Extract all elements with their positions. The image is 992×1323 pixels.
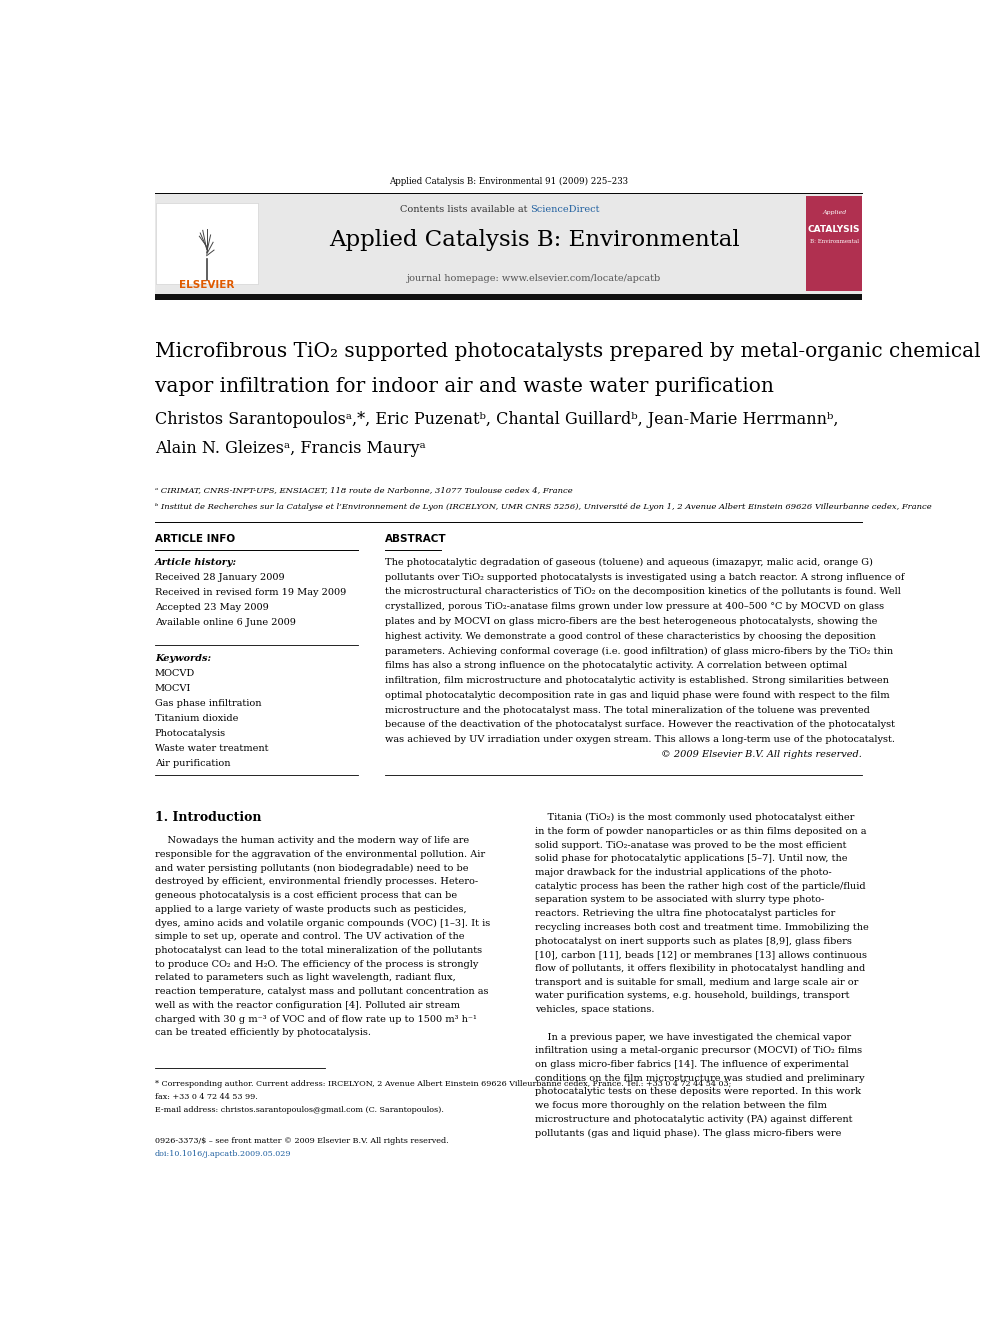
Text: catalytic process has been the rather high cost of the particle/fluid: catalytic process has been the rather hi… <box>536 881 866 890</box>
Text: responsible for the aggravation of the environmental pollution. Air: responsible for the aggravation of the e… <box>155 851 485 859</box>
Text: Christos Sarantopoulosᵃ,*, Eric Puzenatᵇ, Chantal Guillardᵇ, Jean-Marie Herrmann: Christos Sarantopoulosᵃ,*, Eric Puzenatᵇ… <box>155 410 838 427</box>
Text: geneous photocatalysis is a cost efficient process that can be: geneous photocatalysis is a cost efficie… <box>155 892 457 900</box>
Text: Received 28 January 2009: Received 28 January 2009 <box>155 573 285 582</box>
Text: Titanium dioxide: Titanium dioxide <box>155 714 238 724</box>
Text: microstructure and the photocatalyst mass. The total mineralization of the tolue: microstructure and the photocatalyst mas… <box>386 705 870 714</box>
Text: Air purification: Air purification <box>155 759 230 769</box>
Text: 0926-3373/$ – see front matter © 2009 Elsevier B.V. All rights reserved.: 0926-3373/$ – see front matter © 2009 El… <box>155 1136 448 1144</box>
Text: MOCVD: MOCVD <box>155 669 195 679</box>
Text: applied to a large variety of waste products such as pesticides,: applied to a large variety of waste prod… <box>155 905 466 914</box>
Text: doi:10.1016/j.apcatb.2009.05.029: doi:10.1016/j.apcatb.2009.05.029 <box>155 1151 292 1159</box>
Text: photocatalytic tests on these deposits were reported. In this work: photocatalytic tests on these deposits w… <box>536 1088 861 1097</box>
Text: Applied Catalysis B: Environmental: Applied Catalysis B: Environmental <box>329 229 740 251</box>
Text: solid phase for photocatalytic applications [5–7]. Until now, the: solid phase for photocatalytic applicati… <box>536 855 848 864</box>
Text: Available online 6 June 2009: Available online 6 June 2009 <box>155 618 296 627</box>
Bar <box>156 202 258 284</box>
Text: Contents lists available at: Contents lists available at <box>400 205 531 214</box>
Text: Applied Catalysis B: Environmental 91 (2009) 225–233: Applied Catalysis B: Environmental 91 (2… <box>389 177 628 187</box>
Text: microstructure and photocatalytic activity (PA) against different: microstructure and photocatalytic activi… <box>536 1115 853 1123</box>
Text: to produce CO₂ and H₂O. The efficiency of the process is strongly: to produce CO₂ and H₂O. The efficiency o… <box>155 959 478 968</box>
Text: dyes, amino acids and volatile organic compounds (VOC) [1–3]. It is: dyes, amino acids and volatile organic c… <box>155 918 490 927</box>
Text: pollutants over TiO₂ supported photocatalysts is investigated using a batch reac: pollutants over TiO₂ supported photocata… <box>386 573 905 582</box>
Text: Received in revised form 19 May 2009: Received in revised form 19 May 2009 <box>155 587 346 597</box>
Text: Photocatalysis: Photocatalysis <box>155 729 226 738</box>
Text: Gas phase infiltration: Gas phase infiltration <box>155 700 261 708</box>
Bar <box>806 196 862 291</box>
Text: Waste water treatment: Waste water treatment <box>155 745 268 754</box>
Text: parameters. Achieving conformal coverage (i.e. good infiltration) of glass micro: parameters. Achieving conformal coverage… <box>386 647 894 655</box>
Text: The photocatalytic degradation of gaseous (toluene) and aqueous (imazapyr, malic: The photocatalytic degradation of gaseou… <box>386 558 873 566</box>
Text: separation system to be associated with slurry type photo-: separation system to be associated with … <box>536 896 824 905</box>
Text: Article history:: Article history: <box>155 558 237 566</box>
Text: flow of pollutants, it offers flexibility in photocatalyst handling and: flow of pollutants, it offers flexibilit… <box>536 964 866 972</box>
Text: Keywords:: Keywords: <box>155 655 211 663</box>
Text: recycling increases both cost and treatment time. Immobilizing the: recycling increases both cost and treatm… <box>536 923 869 931</box>
Text: conditions on the film microstructure was studied and preliminary: conditions on the film microstructure wa… <box>536 1074 865 1082</box>
Text: © 2009 Elsevier B.V. All rights reserved.: © 2009 Elsevier B.V. All rights reserved… <box>662 750 862 759</box>
Text: B: Environmental: B: Environmental <box>809 239 859 243</box>
Text: Titania (TiO₂) is the most commonly used photocatalyst either: Titania (TiO₂) is the most commonly used… <box>536 814 855 823</box>
Text: related to parameters such as light wavelength, radiant flux,: related to parameters such as light wave… <box>155 974 455 983</box>
Text: the microstructural characteristics of TiO₂ on the decomposition kinetics of the: the microstructural characteristics of T… <box>386 587 902 597</box>
Text: ScienceDirect: ScienceDirect <box>531 205 600 214</box>
Text: optimal photocatalytic decomposition rate in gas and liquid phase were found wit: optimal photocatalytic decomposition rat… <box>386 691 890 700</box>
Text: [10], carbon [11], beads [12] or membranes [13] allows continuous: [10], carbon [11], beads [12] or membran… <box>536 950 867 959</box>
Text: highest activity. We demonstrate a good control of these characteristics by choo: highest activity. We demonstrate a good … <box>386 631 876 640</box>
Text: infiltration using a metal-organic precursor (MOCVI) of TiO₂ films: infiltration using a metal-organic precu… <box>536 1046 862 1056</box>
Text: * Corresponding author. Current address: IRCELYON, 2 Avenue Albert Einstein 6962: * Corresponding author. Current address:… <box>155 1080 731 1088</box>
Text: 1. Introduction: 1. Introduction <box>155 811 261 824</box>
Text: In a previous paper, we have investigated the chemical vapor: In a previous paper, we have investigate… <box>536 1032 851 1041</box>
Text: Accepted 23 May 2009: Accepted 23 May 2009 <box>155 603 269 611</box>
Text: journal homepage: www.elsevier.com/locate/apcatb: journal homepage: www.elsevier.com/locat… <box>408 274 662 283</box>
Text: we focus more thoroughly on the relation between the film: we focus more thoroughly on the relation… <box>536 1101 827 1110</box>
Text: infiltration, film microstructure and photocatalytic activity is established. St: infiltration, film microstructure and ph… <box>386 676 889 685</box>
Text: E-mail address: christos.sarantopoulos@gmail.com (C. Sarantopoulos).: E-mail address: christos.sarantopoulos@g… <box>155 1106 443 1114</box>
Bar <box>155 193 862 294</box>
Text: Microfibrous TiO₂ supported photocatalysts prepared by metal-organic chemical: Microfibrous TiO₂ supported photocatalys… <box>155 341 980 361</box>
Text: major drawback for the industrial applications of the photo-: major drawback for the industrial applic… <box>536 868 832 877</box>
Text: fax: +33 0 4 72 44 53 99.: fax: +33 0 4 72 44 53 99. <box>155 1093 258 1101</box>
Bar <box>155 294 862 300</box>
Text: charged with 30 g m⁻³ of VOC and of flow rate up to 1500 m³ h⁻¹: charged with 30 g m⁻³ of VOC and of flow… <box>155 1015 476 1024</box>
Text: CATALYSIS: CATALYSIS <box>807 225 860 234</box>
Text: Alain N. Gleizesᵃ, Francis Mauryᵃ: Alain N. Gleizesᵃ, Francis Mauryᵃ <box>155 439 426 456</box>
Text: Nowadays the human activity and the modern way of life are: Nowadays the human activity and the mode… <box>155 836 469 845</box>
Text: water purification systems, e.g. household, buildings, transport: water purification systems, e.g. househo… <box>536 991 850 1000</box>
Text: because of the deactivation of the photocatalyst surface. However the reactivati: because of the deactivation of the photo… <box>386 720 896 729</box>
Text: can be treated efficiently by photocatalysis.: can be treated efficiently by photocatal… <box>155 1028 371 1037</box>
Text: pollutants (gas and liquid phase). The glass micro-fibers were: pollutants (gas and liquid phase). The g… <box>536 1129 841 1138</box>
Text: films has also a strong influence on the photocatalytic activity. A correlation : films has also a strong influence on the… <box>386 662 847 671</box>
Text: crystallized, porous TiO₂-anatase films grown under low pressure at 400–500 °C b: crystallized, porous TiO₂-anatase films … <box>386 602 885 611</box>
Text: on glass micro-fiber fabrics [14]. The influence of experimental: on glass micro-fiber fabrics [14]. The i… <box>536 1060 849 1069</box>
Text: reaction temperature, catalyst mass and pollutant concentration as: reaction temperature, catalyst mass and … <box>155 987 488 996</box>
Text: and water persisting pollutants (non biodegradable) need to be: and water persisting pollutants (non bio… <box>155 864 468 873</box>
Text: plates and by MOCVI on glass micro-fibers are the best heterogeneous photocataly: plates and by MOCVI on glass micro-fiber… <box>386 617 878 626</box>
Text: ARTICLE INFO: ARTICLE INFO <box>155 534 235 544</box>
Text: ᵃ CIRIMAT, CNRS-INPT-UPS, ENSIACET, 118 route de Narbonne, 31077 Toulouse cedex : ᵃ CIRIMAT, CNRS-INPT-UPS, ENSIACET, 118 … <box>155 486 572 493</box>
Text: vapor infiltration for indoor air and waste water purification: vapor infiltration for indoor air and wa… <box>155 377 774 396</box>
Text: photocatalyst can lead to the total mineralization of the pollutants: photocatalyst can lead to the total mine… <box>155 946 482 955</box>
Text: was achieved by UV irradiation under oxygen stream. This allows a long-term use : was achieved by UV irradiation under oxy… <box>386 736 896 744</box>
Text: MOCVI: MOCVI <box>155 684 191 693</box>
Text: reactors. Retrieving the ultra fine photocatalyst particles for: reactors. Retrieving the ultra fine phot… <box>536 909 835 918</box>
Text: destroyed by efficient, environmental friendly processes. Hetero-: destroyed by efficient, environmental fr… <box>155 877 478 886</box>
Text: transport and is suitable for small, medium and large scale air or: transport and is suitable for small, med… <box>536 978 859 987</box>
Text: ELSEVIER: ELSEVIER <box>179 279 234 290</box>
Text: in the form of powder nanoparticles or as thin films deposited on a: in the form of powder nanoparticles or a… <box>536 827 867 836</box>
Text: vehicles, space stations.: vehicles, space stations. <box>536 1005 655 1015</box>
Text: solid support. TiO₂-anatase was proved to be the most efficient: solid support. TiO₂-anatase was proved t… <box>536 840 847 849</box>
Text: Applied: Applied <box>822 210 846 216</box>
Text: well as with the reactor configuration [4]. Polluted air stream: well as with the reactor configuration [… <box>155 1000 459 1009</box>
Text: ABSTRACT: ABSTRACT <box>386 534 447 544</box>
Text: simple to set up, operate and control. The UV activation of the: simple to set up, operate and control. T… <box>155 933 464 941</box>
Text: photocatalyst on inert supports such as plates [8,9], glass fibers: photocatalyst on inert supports such as … <box>536 937 852 946</box>
Text: ᵇ Institut de Recherches sur la Catalyse et l’Environnement de Lyon (IRCELYON, U: ᵇ Institut de Recherches sur la Catalyse… <box>155 503 931 511</box>
